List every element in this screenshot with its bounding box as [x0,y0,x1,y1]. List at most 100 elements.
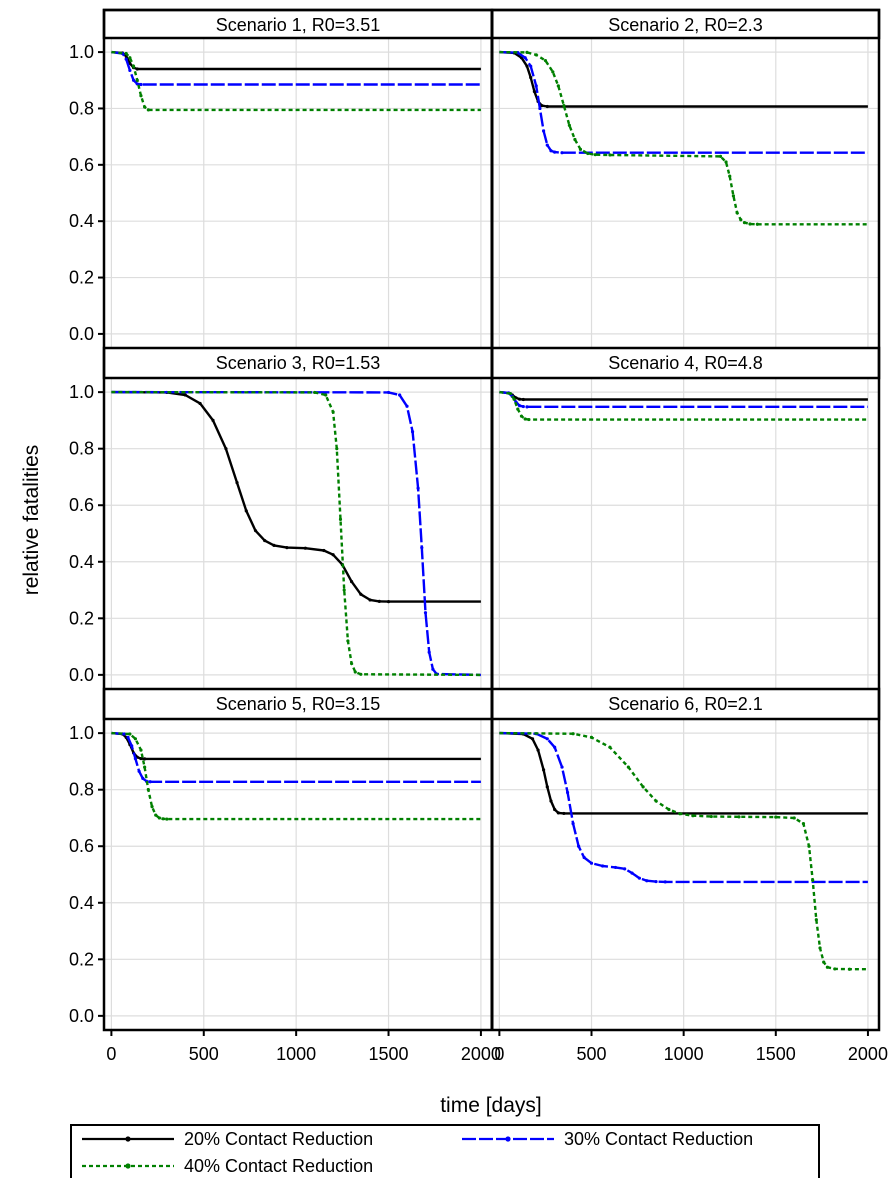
data-point [157,816,162,820]
data-point [822,960,826,964]
legend-marker [125,1163,131,1169]
panel-3-series [111,390,481,677]
data-point [303,546,307,550]
data-point [811,878,815,882]
data-point [135,78,139,82]
data-point [349,661,354,666]
data-point [131,64,136,68]
data-point [198,401,202,406]
data-point [431,667,435,671]
data-point [285,546,289,550]
data-point [128,56,132,60]
data-point [737,815,741,819]
data-point [427,650,431,654]
data-point [691,814,695,818]
data-point [137,769,141,773]
data-point [545,143,549,147]
x-tick-label: 0 [494,1044,504,1064]
data-point [508,391,513,396]
data-point [525,64,529,68]
data-point [529,75,533,80]
x-tick-label: 1000 [664,1044,704,1064]
y-tick-label: 0.2 [69,608,94,628]
data-point [534,84,538,88]
data-point [423,611,428,615]
data-point [731,194,736,198]
data-point [742,220,747,225]
data-point [518,397,522,401]
panel-title: Scenario 2, R0=2.3 [608,15,763,35]
data-point [613,865,618,870]
data-point [833,967,837,971]
panel-6-grid [492,719,879,1030]
data-point [133,737,138,741]
data-point [148,780,152,784]
data-point [718,154,723,158]
data-point [521,404,525,409]
y-tick-label: 0.4 [69,211,94,231]
data-point [663,880,667,884]
data-point [146,108,150,112]
data-point [124,57,128,61]
data-point [545,737,549,741]
panel-3-grid [104,378,492,689]
data-point [556,811,560,815]
data-point [313,390,317,395]
legend: 20% Contact Reduction 30% Contact Reducti… [70,1124,820,1178]
panel-4-grid [492,378,879,689]
data-point [353,670,357,674]
data-point [818,946,822,950]
panel-2-grid [492,38,879,348]
panel-4-series [499,390,868,422]
x-axis-label: time [days] [440,1094,542,1117]
panel-title: Scenario 1, R0=3.51 [216,15,381,35]
y-tick-label: 0.8 [69,98,94,118]
data-point [263,538,267,543]
data-point [709,814,713,819]
panel-1-grid [104,38,492,348]
data-point [578,147,583,151]
data-point [143,105,147,109]
data-point [324,393,328,397]
panel-6-series [499,731,868,971]
data-point [589,861,594,865]
data-point [518,404,522,408]
y-tick-label: 0.2 [69,949,94,969]
data-point [807,844,811,848]
data-point [542,129,546,133]
y-tick-label: 1.0 [69,723,94,743]
x-tick-label: 1000 [276,1044,316,1064]
data-point [562,811,566,816]
outer-frame [102,8,881,1032]
axis-layer: 0.0 0.2 0.4 0.6 0.8 1.0 0.0 0.2 0.4 0.6 0.8 1.0 0.0 0… [20,42,888,1117]
data-point [593,153,597,157]
data-point [553,745,557,749]
panel-title: Scenario 6, R0=2.1 [608,694,763,714]
series-line-20pct [499,50,868,108]
y-tick-label: 0.8 [69,439,94,459]
data-point [386,600,391,604]
x-tick-label: 1500 [369,1044,409,1064]
legend-marker [125,1136,131,1142]
data-point [183,393,187,397]
x-tick-label: 0 [106,1044,116,1064]
data-point [133,756,138,761]
y-tick-label: 0.6 [69,495,94,515]
data-point [359,672,363,676]
frame-layer: Scenario 1, R0=3.51 Scenario 2, R0=2.3 Sce… [102,8,881,1032]
data-point [235,481,239,485]
data-point [135,67,139,71]
data-point [521,397,525,402]
data-point [141,776,145,780]
data-point [543,58,548,63]
data-point [146,788,150,792]
data-point [335,447,339,451]
data-point [545,785,549,789]
x-tick-label: 500 [576,1044,606,1064]
data-point [530,737,535,741]
legend-box [70,1124,820,1178]
data-point [630,871,634,875]
data-point [128,68,132,73]
data-point [161,817,165,821]
